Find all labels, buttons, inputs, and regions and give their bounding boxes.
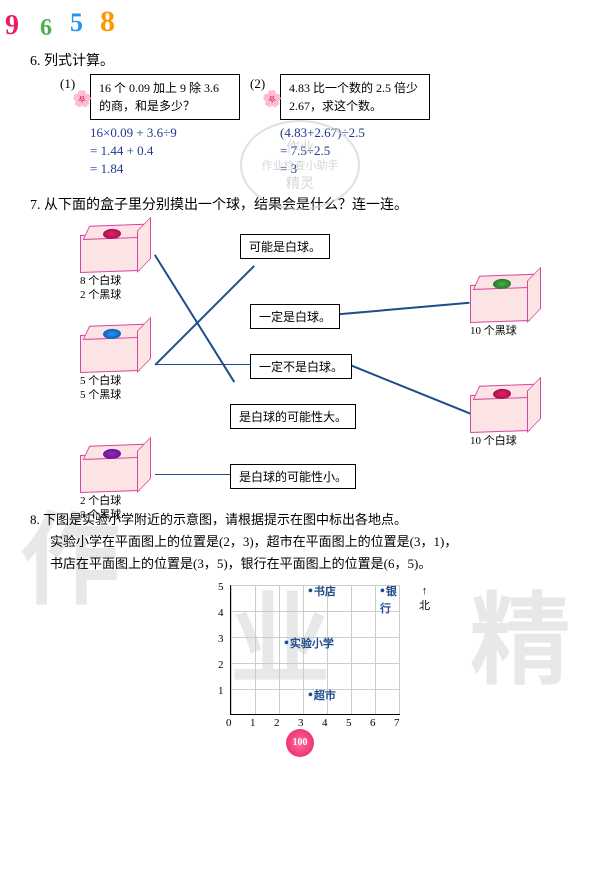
stamp-line: 作业检查小助手 (262, 157, 339, 173)
connection-line (155, 474, 235, 476)
handwrite-1: 16×0.09 + 3.6÷9 = 1.44 + 0.4 = 1.84 (90, 124, 240, 179)
q8-section: 作 业 精 8. 下图是实验小学附近的示意图，请根据提示在图中标出各地点。 实验… (30, 509, 570, 745)
y-tick: 5 (218, 581, 224, 593)
deco-6: 6 (40, 15, 52, 42)
box-label: 10 个白球 (470, 434, 550, 448)
work-line: = 1.84 (90, 160, 240, 178)
box-label: 10 个黑球 (470, 324, 550, 338)
connection-line (155, 364, 255, 366)
grid-point: 银行 (380, 583, 400, 616)
grid-point: 实验小学 (284, 635, 334, 652)
x-tick: 5 (346, 717, 352, 729)
y-tick: 2 (218, 659, 224, 671)
y-tick: 4 (218, 607, 224, 619)
x-tick: 4 (322, 717, 328, 729)
x-tick: 2 (274, 717, 280, 729)
coordinate-grid: 54321 01234567 书店银行实验小学超市 北 (200, 585, 400, 745)
x-tick: 3 (298, 717, 304, 729)
grid-point: 超市 (308, 687, 336, 704)
work-line: = 1.44 + 0.4 (90, 142, 240, 160)
ball-box: 10 个白球 (470, 394, 550, 448)
ball-icon (103, 328, 121, 339)
connection-line (330, 301, 470, 315)
ball-icon (493, 388, 511, 399)
deco-5: 5 (70, 8, 83, 38)
y-tick: 1 (218, 685, 224, 697)
q8-title: 8. 下图是实验小学附近的示意图，请根据提示在图中标出各地点。 (30, 509, 570, 531)
answer-box: 一定不是白球。 (250, 354, 352, 379)
q8-desc2: 书店在平面图上的位置是(3，5)，银行在平面图上的位置是(6，5)。 (50, 553, 570, 575)
box-shape (80, 233, 140, 273)
box-shape (470, 393, 530, 433)
q8-desc1: 实验小学在平面图上的位置是(2，3)，超市在平面图上的位置是(3，1)， (50, 531, 570, 553)
box-shape (80, 453, 140, 493)
x-tick: 1 (250, 717, 256, 729)
deco-8: 8 (100, 5, 115, 39)
answer-box: 是白球的可能性小。 (230, 464, 356, 489)
grid-point: 书店 (308, 583, 336, 600)
prob-box-1: 16 个 0.09 加上 9 除 3.6 的商，和是多少？ (90, 74, 240, 120)
box-shape (470, 283, 530, 323)
stamp-line: 精灵 (286, 173, 314, 193)
answer-box: 一定是白球。 (250, 304, 340, 329)
y-tick: 3 (218, 633, 224, 645)
x-tick: 0 (226, 717, 232, 729)
stamp-watermark: 作业 作业检查小助手 精灵 (240, 120, 360, 210)
connection-line (350, 364, 471, 414)
work-line: 16×0.09 + 3.6÷9 (90, 124, 240, 142)
prob-box-2: 4.83 比一个数的 2.5 倍少 2.67，求这个数。 (280, 74, 430, 120)
ball-box: 10 个黑球 (470, 284, 550, 338)
q7-diagram: 8 个白球2 个黑球5 个白球5 个黑球2 个白球8 个黑球10 个黑球10 个… (30, 224, 570, 504)
ball-icon (493, 278, 511, 289)
box-label: 8 个白球2 个黑球 (80, 274, 160, 303)
q6-problem-1: (1) 🌸 16 个 0.09 加上 9 除 3.6 的商，和是多少？ 16×0… (90, 74, 240, 179)
x-tick: 7 (394, 717, 400, 729)
ball-icon (103, 228, 121, 239)
ball-box: 5 个白球5 个黑球 (80, 334, 160, 403)
stamp-line: 作业 (286, 137, 314, 157)
ball-box: 8 个白球2 个黑球 (80, 234, 160, 303)
answer-box: 是白球的可能性大。 (230, 404, 356, 429)
box-label: 5 个白球5 个黑球 (80, 374, 160, 403)
box-shape (80, 333, 140, 373)
north-indicator: 北 (419, 585, 430, 613)
flower-icon: 🌸 (72, 89, 92, 109)
q6-title: 6. 列式计算。 (30, 50, 570, 70)
flower-icon: 🌸 (262, 89, 282, 109)
ball-icon (103, 448, 121, 459)
x-tick: 6 (370, 717, 376, 729)
deco-9: 9 (5, 10, 19, 42)
answer-box: 可能是白球。 (240, 234, 330, 259)
watermark-char: 精 (470, 559, 570, 704)
